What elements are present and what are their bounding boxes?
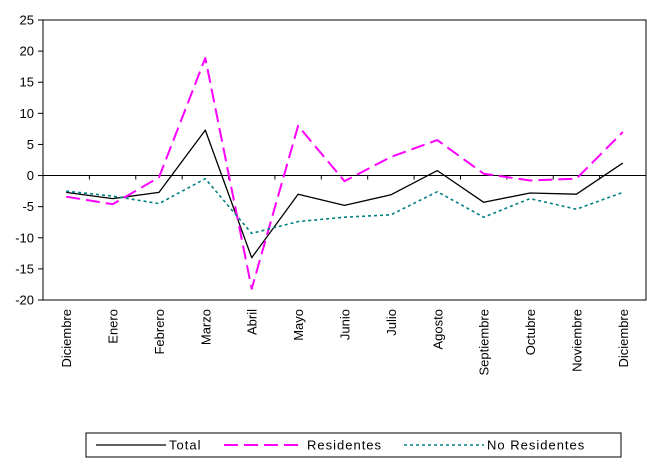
x-tick-label: Diciembre xyxy=(616,309,631,368)
plot-border xyxy=(42,19,647,301)
y-tick-label: -10 xyxy=(15,230,34,245)
x-tick-label: Julio xyxy=(384,309,399,336)
x-tick-label: Abril xyxy=(245,309,260,335)
y-tick-label: 20 xyxy=(20,44,34,59)
y-axis: -20 -15 -10 -5 0 5 10 15 20 25 xyxy=(15,13,43,308)
legend: Total Residentes No Residentes xyxy=(85,432,622,458)
y-tick-label: -20 xyxy=(15,293,34,308)
x-tick-label: Octubre xyxy=(523,309,538,355)
y-tick-label: 15 xyxy=(20,75,34,90)
x-tick-label: Marzo xyxy=(198,309,213,345)
x-tick-label: Febrero xyxy=(152,309,167,355)
series-layer xyxy=(66,57,624,290)
x-axis: Diciembre Enero Febrero Marzo Abril Mayo Junio… xyxy=(42,175,647,375)
legend-box xyxy=(85,432,622,458)
x-tick-label: Agosto xyxy=(430,309,445,349)
series-line-no-residentes xyxy=(66,177,624,235)
y-tick-label: 0 xyxy=(27,168,34,183)
legend-label: No Residentes xyxy=(487,438,585,453)
series-line-residentes xyxy=(66,57,624,290)
plot-area xyxy=(42,19,647,301)
x-tick-label: Enero xyxy=(106,309,121,344)
y-tick-label: 5 xyxy=(27,137,34,152)
legend-label: Total xyxy=(169,438,201,453)
x-tick-label: Mayo xyxy=(291,309,306,341)
y-tick-label: -15 xyxy=(15,261,34,276)
y-tick-label: 25 xyxy=(20,13,34,28)
x-tick-label: Noviembre xyxy=(569,309,584,372)
y-tick-label: 10 xyxy=(20,106,34,121)
y-tick-label: -5 xyxy=(22,199,34,214)
legend-label: Residentes xyxy=(307,438,382,453)
x-tick-label: Septiembre xyxy=(477,309,492,375)
x-tick-label: Junio xyxy=(338,309,353,340)
series-line-total xyxy=(66,129,624,259)
x-tick-label: Diciembre xyxy=(59,309,74,368)
